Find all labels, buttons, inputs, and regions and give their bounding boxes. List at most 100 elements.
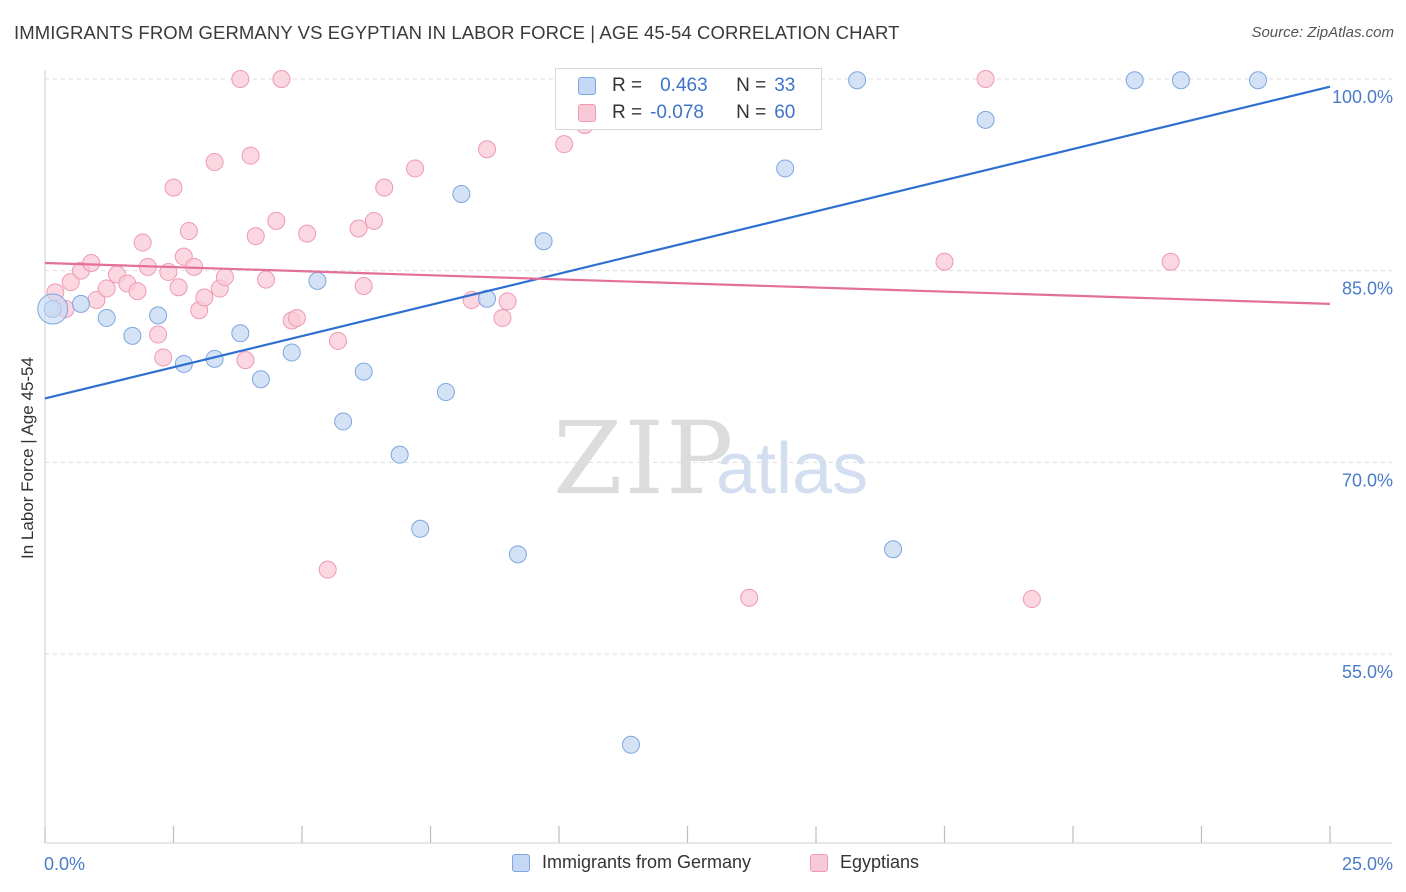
trend-lines: [44, 85, 1331, 400]
germany-point: [282, 343, 301, 362]
bottom-legend: Immigrants from Germany Egyptians: [0, 852, 1406, 878]
germany-point: [411, 519, 430, 538]
egyptians-point: [82, 254, 101, 272]
legend-swatch-germany: [512, 853, 530, 872]
egyptians-point: [328, 331, 347, 350]
germany-point: [884, 540, 903, 559]
tick-labels: 55.0% 70.0% 85.0% 100.0% 0.0% 25.0%: [44, 87, 1393, 874]
watermark-atlas: atlas: [716, 429, 869, 509]
egyptians-point: [267, 211, 286, 230]
egyptians-point: [133, 233, 152, 252]
egyptians-point: [287, 308, 306, 327]
egyptians-point: [272, 70, 291, 88]
germany-point: [508, 545, 527, 564]
egyptians-point: [375, 178, 394, 197]
n-value: 60: [774, 102, 796, 123]
germany-point: [436, 383, 455, 402]
egyptians-point: [364, 211, 383, 230]
germany-point: [123, 326, 142, 345]
germany-point: [231, 324, 250, 343]
egyptians-trend-line: [44, 261, 1331, 305]
egyptians-points: [46, 70, 1180, 609]
egyptians-point: [241, 146, 260, 165]
egyptians-point: [740, 588, 759, 607]
egyptians-point: [205, 153, 224, 172]
germany-point: [776, 159, 795, 178]
egyptians-point: [154, 348, 173, 367]
n-label: N =: [736, 75, 767, 96]
stats-legend: R = 0.463 N = 33 R = -0.078 N = 60: [555, 68, 822, 130]
egyptians-point: [318, 560, 337, 579]
y-tick-label: 100.0%: [1332, 87, 1393, 107]
egyptians-swatch: [578, 104, 596, 122]
legend-swatch-egyptians: [810, 853, 828, 872]
germany-point: [334, 412, 353, 431]
germany-point: [354, 362, 373, 381]
germany-points: [37, 71, 1268, 754]
egyptians-point: [298, 224, 317, 243]
egyptians-point: [97, 279, 116, 298]
r-value: -0.078: [650, 102, 704, 123]
germany-point: [1171, 71, 1190, 90]
axis-layer: [44, 70, 1392, 844]
n-value: 33: [774, 75, 796, 96]
egyptians-point: [354, 277, 373, 295]
germany-point: [149, 306, 168, 325]
stats-row-germany: R = 0.463 N = 33: [578, 75, 795, 97]
germany-point: [534, 232, 553, 251]
germany-point-cluster: [37, 293, 69, 325]
egyptians-point: [555, 135, 574, 154]
watermark-zip: ZIP: [553, 400, 736, 517]
n-label: N =: [736, 102, 767, 123]
legend-label-egyptians: Egyptians: [840, 852, 920, 872]
egyptians-point: [169, 278, 188, 297]
x-tick-label: 0.0%: [44, 854, 85, 874]
egyptians-point: [61, 273, 80, 292]
germany-point: [71, 294, 90, 313]
egyptians-point: [349, 219, 368, 238]
x-tick-label: 25.0%: [1342, 854, 1393, 874]
egyptians-point: [406, 159, 425, 178]
egyptians-point: [236, 351, 255, 370]
germany-point: [848, 71, 867, 90]
stats-row-egyptians: R = -0.078 N = 60: [578, 102, 795, 124]
egyptians-point: [493, 308, 512, 327]
egyptians-point: [257, 270, 276, 289]
germany-point: [621, 735, 640, 754]
r-label: R =: [612, 102, 643, 123]
germany-trend-line: [44, 85, 1331, 400]
legend-label-germany: Immigrants from Germany: [542, 852, 752, 872]
germany-point: [308, 271, 327, 290]
germany-point: [97, 308, 116, 327]
y-tick-label: 70.0%: [1342, 470, 1393, 490]
egyptians-point: [149, 325, 168, 344]
r-label: R =: [612, 75, 643, 96]
y-tick-label: 85.0%: [1342, 279, 1393, 299]
legend-item-germany[interactable]: Immigrants from Germany: [512, 852, 751, 873]
germany-point: [976, 110, 995, 129]
egyptians-point: [478, 140, 497, 159]
chart-title: IMMIGRANTS FROM GERMANY VS EGYPTIAN IN L…: [14, 22, 900, 43]
egyptians-point: [1022, 590, 1041, 609]
source-label: Source: ZipAtlas.com: [1251, 24, 1394, 41]
germany-point: [1249, 71, 1268, 90]
germany-point: [452, 185, 471, 203]
y-axis-label: In Labor Force | Age 45-54: [18, 357, 37, 559]
egyptians-point: [195, 288, 214, 307]
germany-point: [1125, 71, 1144, 90]
germany-point: [390, 445, 409, 464]
egyptians-point: [1161, 252, 1180, 271]
egyptians-point: [215, 268, 234, 287]
y-tick-label: 55.0%: [1342, 662, 1393, 682]
egyptians-point: [976, 70, 995, 88]
egyptians-point: [128, 282, 147, 301]
germany-point: [251, 370, 270, 389]
egyptians-point: [498, 292, 517, 311]
egyptians-point: [164, 178, 183, 197]
egyptians-point: [179, 222, 198, 241]
egyptians-point: [231, 70, 250, 88]
egyptians-point: [935, 252, 954, 271]
germany-swatch: [578, 77, 596, 95]
legend-item-egyptians[interactable]: Egyptians: [810, 852, 919, 873]
